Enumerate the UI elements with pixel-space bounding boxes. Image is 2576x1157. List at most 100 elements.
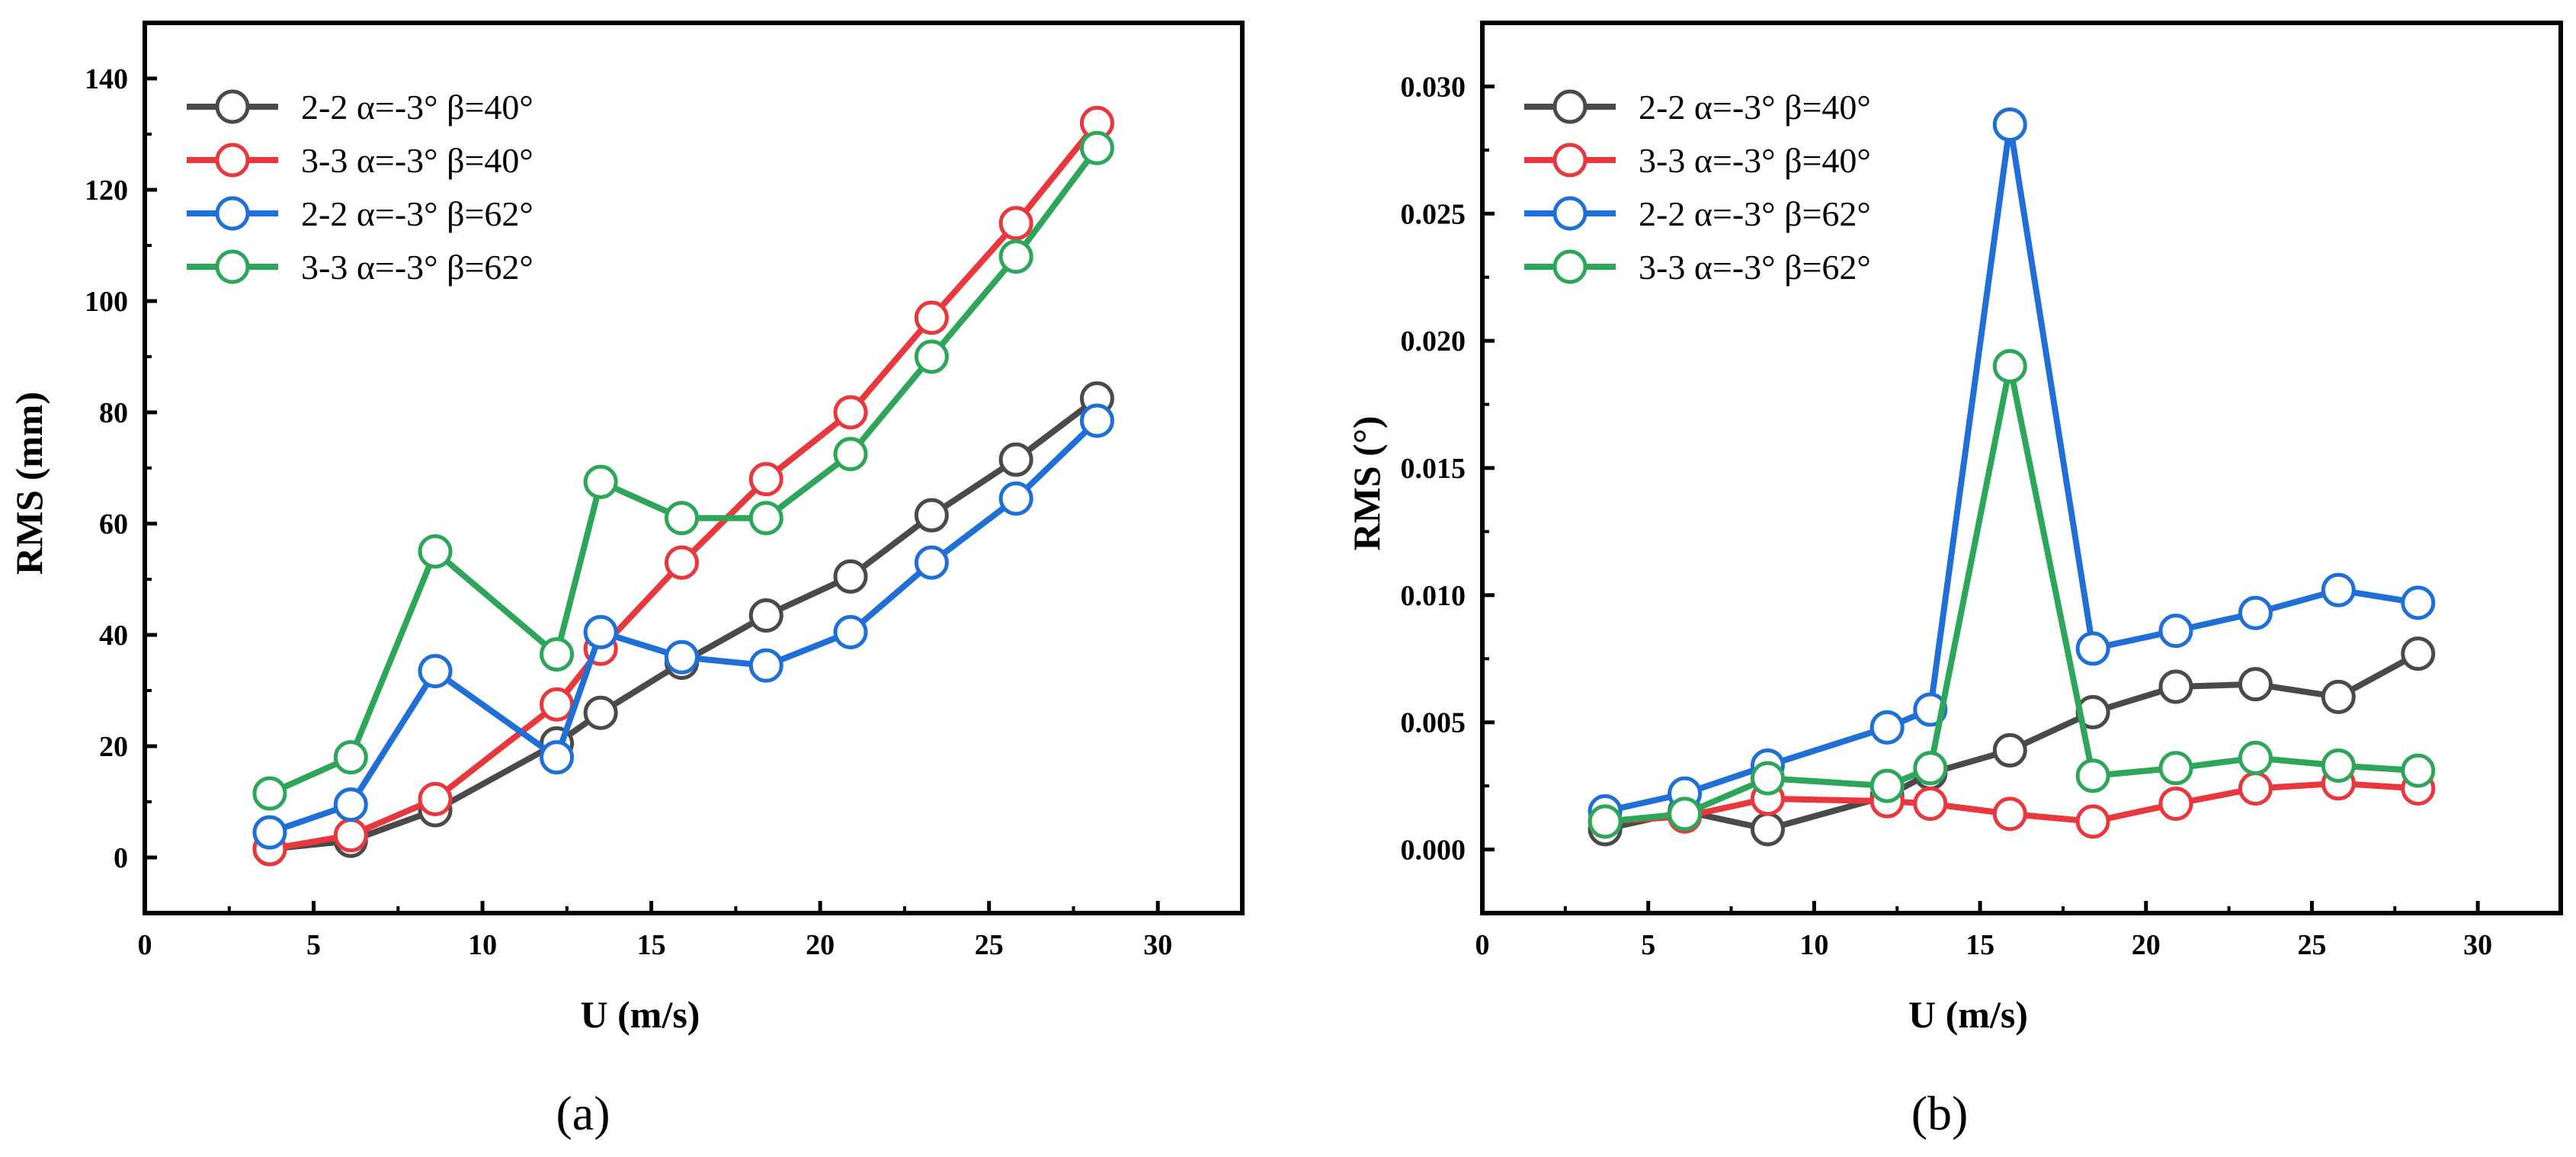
data-point [1588,804,1623,839]
data-point [998,442,1033,477]
legend-label: 2-2 α=-3° β=62° [301,194,533,233]
legend-swatch-marker [1552,196,1588,231]
data-point [1079,403,1114,438]
panel-caption: (b) [1911,1086,1969,1140]
data-point [583,464,618,499]
data-point [998,239,1033,274]
data-point [2401,585,2436,620]
legend-label: 2-2 α=-3° β=40° [301,88,533,127]
data-point [2075,758,2110,793]
series-4 [252,130,1114,811]
data-point [2075,804,2110,839]
y-tick-label: 100 [85,286,128,318]
data-point [2401,753,2436,788]
y-axis-label: RMS (°) [1345,416,1388,551]
y-tick-label: 0 [114,842,128,874]
data-point [418,781,453,816]
y-axis-label: RMS (mm) [8,392,50,575]
data-point [418,534,453,569]
data-point [2158,614,2193,649]
legend-item: 3-3 α=-3° β=62° [1524,248,1871,287]
legend-label: 2-2 α=-3° β=62° [1639,194,1871,233]
data-point [748,501,783,536]
data-point [2238,771,2273,806]
data-point [333,787,368,822]
y-tick-label: 20 [99,731,128,763]
data-point [252,815,287,850]
data-point [914,300,949,335]
data-point [664,639,699,675]
legend-item: 3-3 α=-3° β=40° [187,141,533,180]
data-point [1913,787,1948,822]
legend-swatch-marker [1552,249,1588,284]
data-point [2238,740,2273,775]
legend-item: 2-2 α=-3° β=62° [187,194,533,233]
data-point [252,776,287,811]
y-tick-label: 80 [99,397,128,429]
legend-label: 3-3 α=-3° β=40° [1639,141,1871,180]
series-line [269,396,1099,853]
data-point [664,501,699,536]
x-tick-label: 10 [468,929,497,961]
legend-label: 3-3 α=-3° β=62° [1639,248,1871,287]
x-tick-label: 20 [2132,929,2161,961]
x-tick-label: 25 [2297,929,2326,961]
y-tick-label: 140 [85,63,128,95]
y-tick-label: 0.005 [1401,707,1466,739]
legend-swatch-marker [1552,143,1588,178]
legend-item: 2-2 α=-3° β=40° [187,88,533,127]
x-tick-label: 10 [1799,929,1828,961]
x-tick-label: 0 [138,929,152,961]
data-point [2321,679,2356,714]
data-point [833,437,868,472]
y-tick-label: 0.025 [1401,198,1466,230]
data-point [1870,768,1905,803]
data-point [998,206,1033,241]
x-tick-label: 25 [975,929,1004,961]
panel-caption: (a) [556,1086,610,1140]
data-point [748,462,783,497]
legend-item: 3-3 α=-3° β=40° [1524,141,1871,180]
data-point [833,559,868,594]
data-point [1992,732,2027,768]
x-axis-label: U (m/s) [581,993,700,1036]
data-point [540,740,575,775]
data-point [540,687,575,722]
legend-label: 2-2 α=-3° β=40° [1639,88,1871,127]
data-point [748,598,783,633]
data-point [1992,107,2027,142]
legend-swatch-marker [215,89,250,124]
x-tick-label: 20 [806,929,835,961]
x-tick-label: 5 [1641,929,1655,961]
data-point [2158,669,2193,704]
data-point [1992,349,2027,384]
data-point [914,339,949,374]
legend-label: 3-3 α=-3° β=40° [301,141,533,180]
data-point [1668,796,1703,832]
data-point [2401,636,2436,671]
data-point [540,637,575,672]
data-point [418,653,453,688]
data-point [833,395,868,430]
series-line [268,418,1100,835]
x-tick-label: 15 [1966,929,1994,961]
series-4 [1588,349,2436,839]
legend-label: 3-3 α=-3° β=62° [301,248,533,287]
x-axis-label: U (m/s) [1908,993,2028,1036]
series-3 [252,403,1114,850]
data-point [1913,751,1948,786]
y-tick-label: 60 [99,508,128,540]
legend-swatch-marker [215,196,250,231]
y-tick-label: 0.015 [1401,453,1466,485]
data-point [914,545,949,580]
data-point [2158,787,2193,822]
data-point [664,545,699,580]
data-point [2321,572,2356,607]
x-tick-label: 30 [2463,929,2492,961]
data-point [2238,595,2273,630]
x-tick-label: 30 [1143,929,1172,961]
chart-panel-2: 0 5 10 15 20 25 30 0.000 0.005 0.010 0.015 0.020 0.0… [1345,21,2563,1140]
y-tick-label: 40 [99,620,128,652]
data-point [914,498,949,533]
legend-swatch-marker [215,143,250,178]
